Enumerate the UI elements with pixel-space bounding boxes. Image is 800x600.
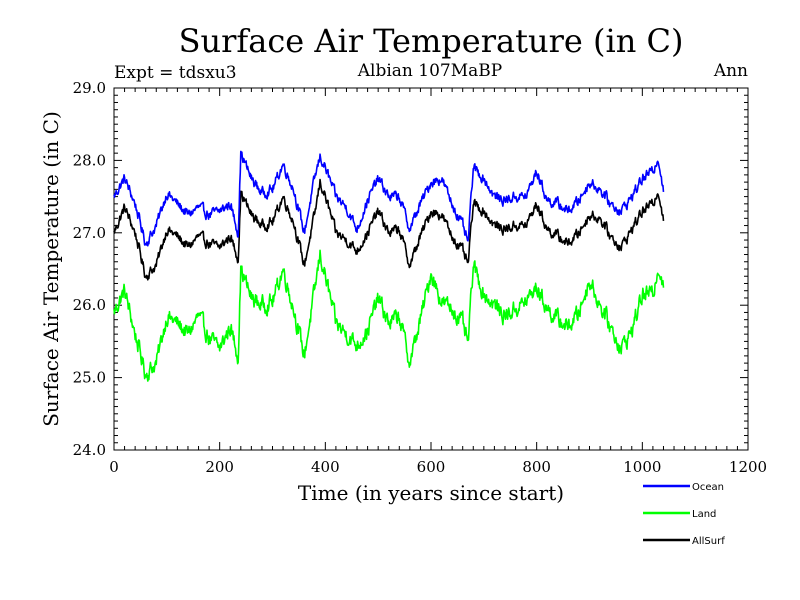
chart-title: Surface Air Temperature (in C) (179, 22, 684, 60)
series-lines (113, 150, 665, 382)
x-tick-label: 200 (205, 458, 234, 476)
legend: Ocean Land AllSurf (643, 482, 725, 547)
x-tick-label: 800 (522, 458, 551, 476)
x-axis-label: Time (in years since start) (298, 481, 564, 505)
y-axis-label: Surface Air Temperature (in C) (39, 111, 63, 427)
y-tick-label: 24.0 (73, 441, 106, 459)
x-tick-label: 1200 (729, 458, 767, 476)
y-tick-label: 26.0 (73, 296, 106, 314)
season-label: Ann (713, 61, 748, 81)
y-tick-label: 29.0 (73, 79, 106, 97)
axis-ticks (113, 87, 749, 451)
y-tick-label: 28.0 (73, 151, 106, 169)
legend-label-ocean: Ocean (692, 482, 724, 493)
y-tick-label: 27.0 (73, 224, 106, 242)
x-tick-label: 1000 (623, 458, 661, 476)
x-tick-labels: 0 200 400 600 800 1000 1200 (109, 458, 767, 476)
period-label: Albian 107MaBP (357, 61, 502, 81)
legend-label-land: Land (692, 509, 716, 520)
experiment-label: Expt = tdsxu3 (114, 63, 237, 83)
legend-label-allsurf: AllSurf (692, 536, 725, 547)
series-land (113, 249, 665, 382)
x-tick-label: 0 (109, 458, 119, 476)
plot-frame (113, 87, 749, 451)
x-tick-label: 400 (311, 458, 340, 476)
x-tick-label: 600 (417, 458, 446, 476)
y-tick-label: 25.0 (73, 369, 106, 387)
series-allsurf (113, 178, 665, 281)
series-ocean (113, 150, 665, 247)
y-tick-labels: 24.0 25.0 26.0 27.0 28.0 29.0 (73, 79, 106, 459)
